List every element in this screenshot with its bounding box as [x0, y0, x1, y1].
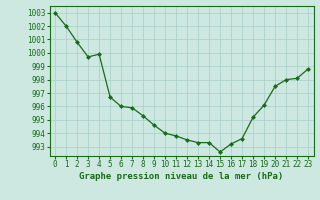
X-axis label: Graphe pression niveau de la mer (hPa): Graphe pression niveau de la mer (hPa)	[79, 172, 284, 181]
